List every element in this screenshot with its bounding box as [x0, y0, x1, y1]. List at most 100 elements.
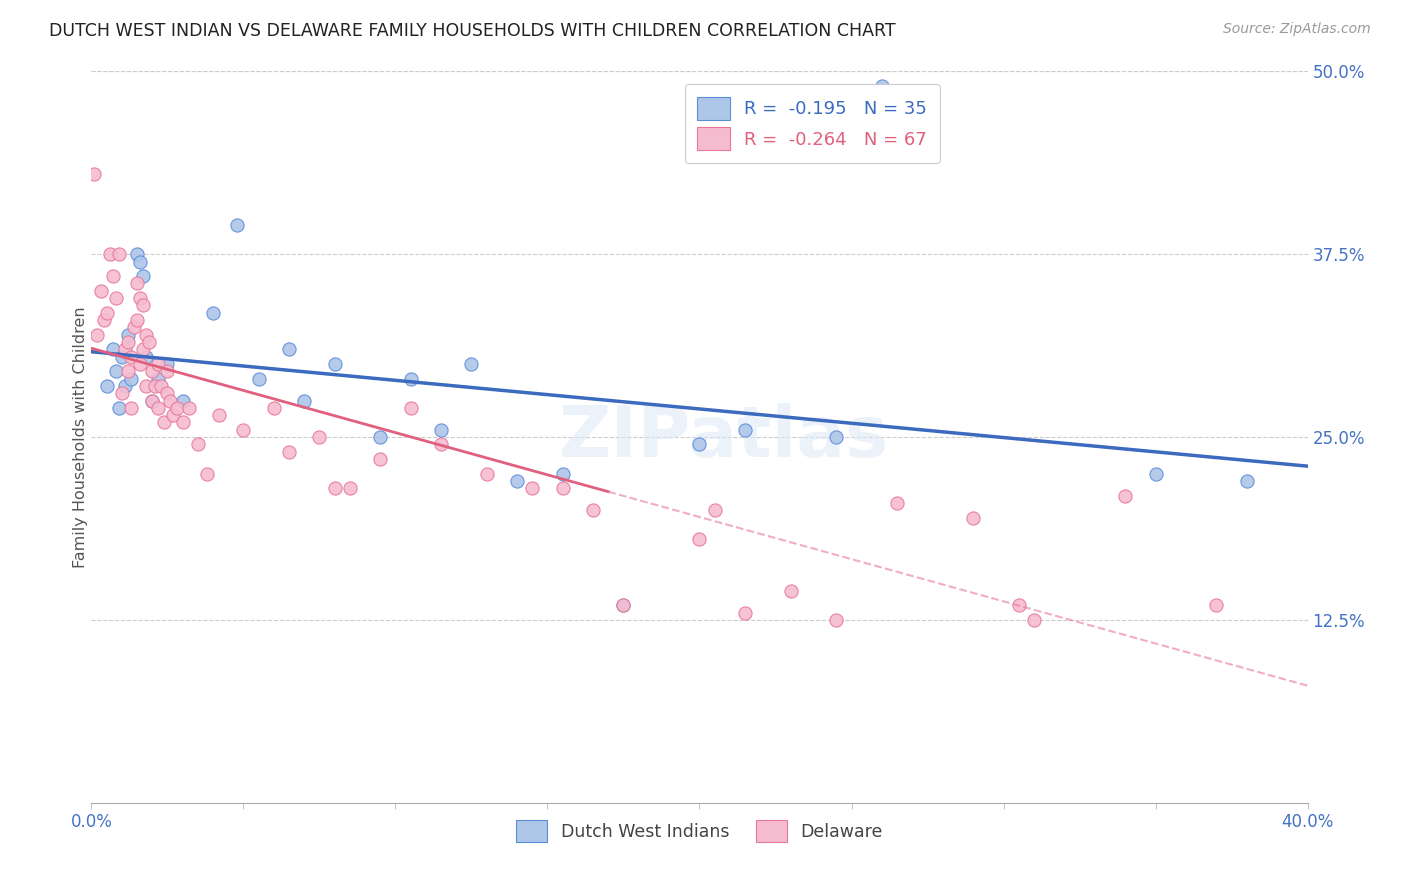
Point [120, 350, 142, 364]
Point [368, 430, 391, 444]
Text: Source: ZipAtlas.com: Source: ZipAtlas.com [1223, 22, 1371, 37]
Point [339, 481, 361, 495]
Point [1144, 467, 1167, 481]
Point [1114, 489, 1136, 503]
Point [195, 467, 218, 481]
Point [703, 503, 725, 517]
Point [1022, 613, 1045, 627]
Point [522, 481, 544, 495]
Point [120, 371, 142, 385]
Point [292, 393, 315, 408]
Point [86, 327, 108, 342]
Point [135, 350, 157, 364]
Point [132, 343, 155, 357]
Point [138, 334, 160, 349]
Point [886, 496, 908, 510]
Point [779, 583, 801, 598]
Point [117, 327, 139, 342]
Point [308, 430, 330, 444]
Point [1008, 599, 1031, 613]
Point [399, 371, 422, 385]
Point [162, 408, 184, 422]
Point [153, 416, 176, 430]
Point [141, 364, 163, 378]
Point [156, 386, 179, 401]
Point [399, 401, 422, 415]
Point [612, 599, 634, 613]
Point [247, 371, 270, 385]
Point [132, 298, 155, 312]
Point [101, 343, 124, 357]
Point [96, 379, 118, 393]
Point [132, 269, 155, 284]
Y-axis label: Family Households with Children: Family Households with Children [73, 306, 87, 568]
Point [104, 291, 127, 305]
Point [117, 334, 139, 349]
Point [263, 401, 285, 415]
Point [117, 364, 139, 378]
Point [1205, 599, 1227, 613]
Point [870, 78, 893, 93]
Point [688, 437, 710, 451]
Point [107, 401, 129, 415]
Point [430, 423, 453, 437]
Point [125, 277, 148, 291]
Point [156, 357, 179, 371]
Point [141, 393, 163, 408]
Point [120, 401, 142, 415]
Point [962, 510, 984, 524]
Point [202, 306, 225, 320]
Point [460, 357, 482, 371]
Point [208, 408, 231, 422]
Point [166, 401, 188, 415]
Point [825, 430, 848, 444]
Point [506, 474, 529, 488]
Point [129, 357, 152, 371]
Text: ZIPatlas: ZIPatlas [558, 402, 889, 472]
Point [111, 350, 134, 364]
Point [143, 379, 166, 393]
Point [96, 306, 118, 320]
Point [278, 343, 301, 357]
Point [129, 291, 152, 305]
Point [156, 364, 179, 378]
Point [1236, 474, 1258, 488]
Point [114, 343, 136, 357]
Point [148, 357, 170, 371]
Point [825, 613, 848, 627]
Point [101, 269, 124, 284]
Point [734, 606, 756, 620]
Point [475, 467, 498, 481]
Point [551, 467, 574, 481]
Point [172, 416, 194, 430]
Point [111, 386, 134, 401]
Point [125, 313, 148, 327]
Point [323, 481, 346, 495]
Point [93, 313, 115, 327]
Point [688, 533, 710, 547]
Text: DUTCH WEST INDIAN VS DELAWARE FAMILY HOUSEHOLDS WITH CHILDREN CORRELATION CHART: DUTCH WEST INDIAN VS DELAWARE FAMILY HOU… [49, 22, 896, 40]
Point [232, 423, 254, 437]
Legend: Dutch West Indians, Delaware: Dutch West Indians, Delaware [509, 813, 890, 849]
Point [159, 393, 181, 408]
Point [177, 401, 200, 415]
Point [148, 371, 170, 385]
Point [148, 401, 170, 415]
Point [612, 599, 634, 613]
Point [582, 503, 605, 517]
Point [150, 379, 173, 393]
Point [323, 357, 346, 371]
Point [226, 218, 249, 232]
Point [83, 167, 105, 181]
Point [135, 379, 157, 393]
Point [141, 393, 163, 408]
Point [734, 423, 756, 437]
Point [122, 320, 145, 334]
Point [172, 393, 194, 408]
Point [89, 284, 111, 298]
Point [114, 379, 136, 393]
Point [129, 254, 152, 268]
Point [135, 327, 157, 342]
Point [187, 437, 209, 451]
Point [125, 247, 148, 261]
